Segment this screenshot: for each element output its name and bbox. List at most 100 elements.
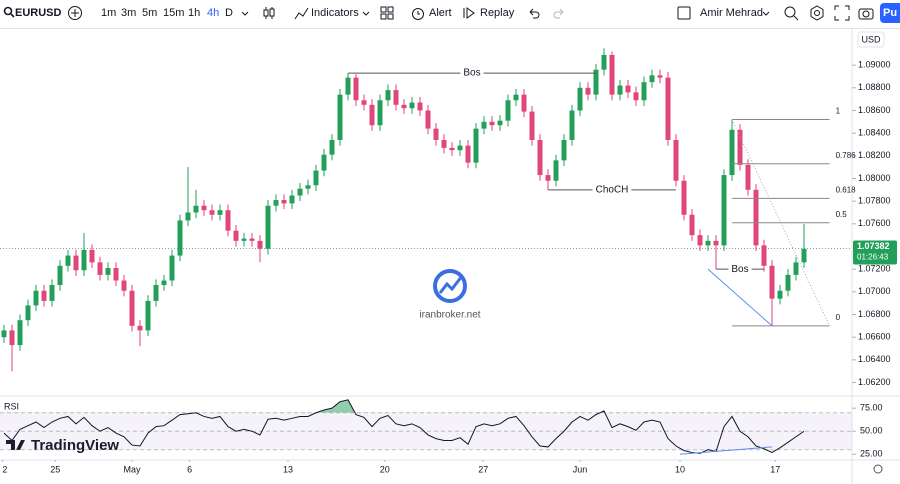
watermark: iranbroker.net <box>419 310 480 321</box>
candle-body <box>433 128 439 140</box>
y-tick-label: 1.06800 <box>858 309 891 319</box>
annotation-bg <box>460 66 484 80</box>
candle-body <box>625 85 631 93</box>
candle-body <box>369 104 375 126</box>
y-tick-label: 1.06200 <box>858 377 891 387</box>
y-tick-label: 1.08200 <box>858 150 891 160</box>
undo-icon[interactable] <box>527 5 541 21</box>
candle-body <box>265 205 271 249</box>
redo-icon[interactable] <box>552 5 566 21</box>
fib-label: 0.786 <box>836 151 857 160</box>
interval[interactable]: 1h <box>188 7 201 19</box>
user-menu[interactable] <box>761 5 771 21</box>
indicators[interactable]: Indicators <box>311 7 359 19</box>
settings-icon[interactable] <box>873 464 883 474</box>
y-tick-label: 1.09000 <box>858 60 891 70</box>
rsi-line <box>3 399 805 454</box>
alert-icon[interactable] <box>410 5 426 21</box>
candle-body <box>689 214 695 236</box>
replay[interactable]: Replay <box>480 7 515 19</box>
y-tick-label: 25.00 <box>860 449 883 459</box>
annotation-label: ChoCH <box>596 184 629 195</box>
candle-body <box>521 94 527 112</box>
interval-menu[interactable] <box>240 5 250 21</box>
chart-type-icon[interactable] <box>262 5 276 21</box>
alert[interactable]: Alert <box>429 7 452 19</box>
candle-body <box>273 200 279 206</box>
y-tick-label: 1.08800 <box>858 82 891 92</box>
candle-body <box>129 290 135 326</box>
x-tick-label: 20 <box>380 464 390 474</box>
candle-body <box>449 147 455 151</box>
symbol[interactable]: EURUSD <box>15 7 62 19</box>
candle-body <box>793 262 799 275</box>
candle-body <box>193 205 199 213</box>
candle-body <box>225 210 231 231</box>
interval[interactable]: 4h <box>207 7 220 19</box>
candle-body <box>633 92 639 101</box>
search-chart-icon[interactable] <box>783 5 799 21</box>
candle-body <box>209 210 215 215</box>
x-tick-label: May <box>123 464 141 474</box>
candle-body <box>409 102 415 109</box>
interval[interactable]: 3m <box>121 7 137 19</box>
candle-body <box>89 249 95 263</box>
candle-body <box>233 230 239 241</box>
candle-body <box>457 145 463 151</box>
candle-body <box>377 100 383 126</box>
candle-body <box>577 87 583 111</box>
user[interactable]: Amir Mehrad <box>700 7 763 19</box>
tv-logo-text: TradingView <box>31 437 119 454</box>
candle-body <box>97 262 103 275</box>
snapshot-icon[interactable] <box>858 5 874 21</box>
annotation-bg <box>592 183 632 197</box>
publish[interactable]: Pu <box>880 3 900 23</box>
candle-body <box>17 320 23 346</box>
y-tick-label: 1.06600 <box>858 332 891 342</box>
candle-body <box>785 274 791 291</box>
candle-body <box>425 110 431 129</box>
interval[interactable]: D <box>225 7 233 19</box>
fullscreen-icon[interactable] <box>834 5 850 21</box>
tv-logo: TradingView <box>6 437 119 454</box>
candle-body <box>537 139 543 176</box>
layout-square[interactable] <box>677 5 691 21</box>
x-tick-label: 10 <box>675 464 685 474</box>
compare-icon[interactable] <box>67 5 83 21</box>
interval[interactable]: 1m <box>101 7 117 19</box>
y-tick-label: 1.07800 <box>858 196 891 206</box>
candle-body <box>753 189 759 246</box>
candle-body <box>241 238 247 241</box>
candle-body <box>417 102 423 111</box>
candle-body <box>137 325 143 331</box>
settings-top-icon[interactable] <box>809 5 825 21</box>
replay-icon[interactable] <box>462 5 476 21</box>
interval[interactable]: 15m <box>163 7 185 19</box>
candle-body <box>609 54 615 95</box>
y-tick-label: 50.00 <box>860 426 883 436</box>
candle-body <box>393 90 399 105</box>
candle-body <box>441 139 447 148</box>
y-tick-label: 75.00 <box>860 403 883 413</box>
candle-body <box>177 220 183 256</box>
indicators-icon[interactable] <box>293 5 309 21</box>
search-icon[interactable] <box>3 5 15 19</box>
candle-body <box>641 82 647 101</box>
candle-body <box>529 111 535 140</box>
layout-icon[interactable] <box>380 5 394 21</box>
currency-box[interactable] <box>857 31 885 48</box>
y-tick-label: 1.07600 <box>858 218 891 228</box>
currency: USD <box>861 34 881 44</box>
indicators-menu[interactable] <box>361 5 371 21</box>
candle-body <box>745 164 751 190</box>
candle-body <box>553 160 559 181</box>
candle-body <box>81 249 87 271</box>
interval[interactable]: 5m <box>142 7 158 19</box>
candle-body <box>681 180 687 215</box>
fib-label: 0.618 <box>836 185 857 194</box>
candle-body <box>249 238 255 241</box>
candle-body <box>673 139 679 181</box>
candle-body <box>361 100 367 105</box>
countdown: 01:26:43 <box>857 253 889 262</box>
